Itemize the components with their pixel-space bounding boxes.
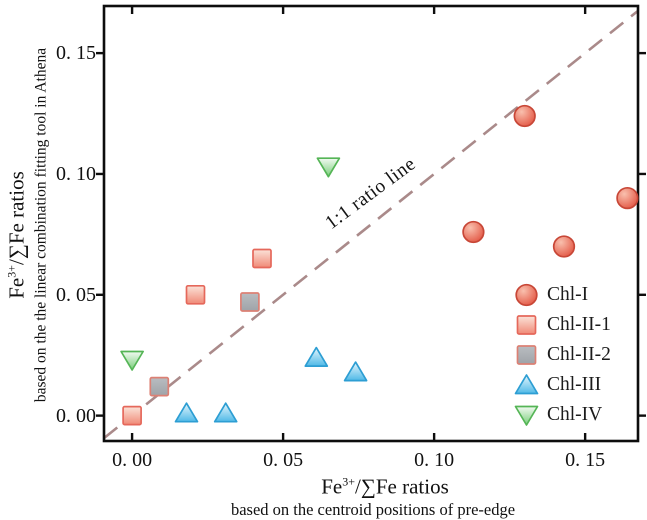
legend-label: Chl-I <box>547 284 589 306</box>
legend: Chl-I Chl-II-1 Chl-II-2 Chl-III Chl-IV <box>514 280 611 430</box>
y-axis-subtitle: based on the the linear combination fitt… <box>32 47 50 403</box>
marker-chl-i <box>616 186 639 210</box>
y-tick-label: 0. 05 <box>56 283 96 306</box>
marker-chl-ii-1 <box>185 284 206 305</box>
plot-frame <box>102 4 640 443</box>
legend-marker-square-icon <box>516 345 537 365</box>
legend-marker-square-icon <box>516 315 537 335</box>
legend-item-chl-i: Chl-I <box>514 280 611 310</box>
legend-label: Chl-IV <box>547 404 603 426</box>
marker-chl-iii <box>343 361 368 382</box>
x-tick-label: 0. 05 <box>263 449 304 471</box>
legend-item-chl-ii-2: Chl-II-2 <box>514 340 611 370</box>
x-axis-title-superscript: 3+ <box>342 474 356 489</box>
marker-chl-iii <box>174 402 199 423</box>
marker-chl-iv <box>120 350 144 371</box>
x-tick-label: 0. 00 <box>112 449 153 471</box>
x-tick-label: 0. 10 <box>414 449 455 471</box>
y-axis-title-rest: /∑Fe ratios <box>4 171 29 265</box>
x-tick-label: 0. 15 <box>565 449 606 471</box>
marker-chl-i <box>513 104 536 128</box>
legend-label: Chl-II-2 <box>547 344 611 366</box>
marker-chl-i <box>552 235 576 258</box>
x-axis-title: Fe3+/∑Fe ratios <box>321 474 449 499</box>
y-tick-label: 0. 00 <box>56 404 96 427</box>
y-axis-title: Fe3+/∑Fe ratios <box>4 171 29 299</box>
legend-item-chl-iii: Chl-III <box>514 370 611 400</box>
y-axis-title-base: Fe <box>4 277 29 299</box>
y-tick-label: 0. 15 <box>56 42 96 65</box>
marker-chl-ii-1 <box>252 248 272 269</box>
marker-chl-ii-2 <box>149 376 170 397</box>
legend-label: Chl-II-1 <box>547 314 611 336</box>
marker-chl-iii <box>213 402 238 423</box>
x-axis-title-base: Fe <box>321 474 343 499</box>
marker-chl-iii <box>304 346 329 367</box>
legend-marker-triangle-up-icon <box>514 374 539 395</box>
one-to-one-ratio-line <box>103 9 639 440</box>
legend-marker-circle-icon <box>515 283 538 307</box>
x-axis-title-rest: /∑Fe ratios <box>355 474 449 499</box>
marker-chl-i <box>462 220 485 244</box>
marker-chl-iv <box>316 157 341 178</box>
x-axis-subtitle: based on the centroid positions of pre-e… <box>230 499 516 519</box>
legend-label: Chl-III <box>547 374 602 396</box>
marker-chl-ii-2 <box>240 292 260 312</box>
y-axis-title-superscript: 3+ <box>4 264 19 278</box>
marker-chl-ii-1 <box>122 405 142 426</box>
legend-item-chl-ii-1: Chl-II-1 <box>514 310 611 340</box>
y-tick-label: 0. 10 <box>56 162 96 185</box>
legend-item-chl-iv: Chl-IV <box>514 400 611 430</box>
legend-marker-triangle-down-icon <box>514 405 539 426</box>
